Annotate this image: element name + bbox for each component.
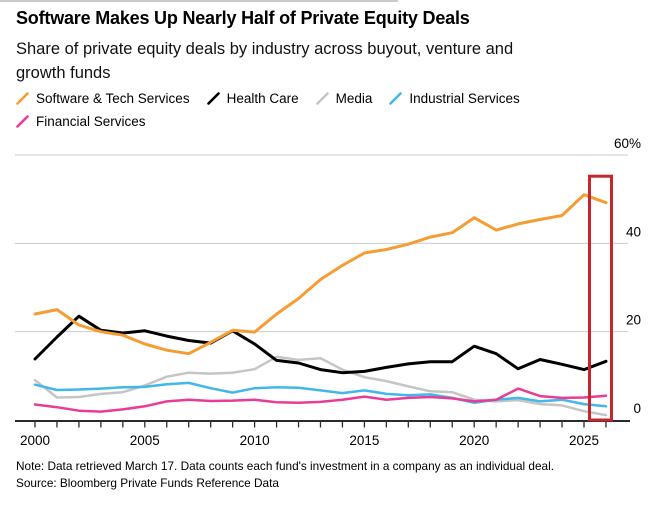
x-axis-label-2005: 2005 (130, 433, 160, 448)
series-line-software-tech-services (33, 193, 608, 356)
legend-item-label: Industrial Services (409, 91, 520, 106)
legend-item-label: Financial Services (36, 114, 146, 129)
chart-subtitle-line1: Share of private equity deals by industr… (16, 40, 514, 58)
legend-swatch-icon (16, 92, 29, 105)
legend-item-software-tech-services: Software & Tech Services (16, 89, 190, 108)
x-axis-label-2025: 2025 (569, 433, 599, 448)
x-axis-label-2015: 2015 (349, 433, 379, 448)
legend-item-label: Software & Tech Services (36, 91, 190, 106)
chart-note: Note: Data retrieved March 17. Data coun… (16, 459, 554, 473)
legend-item-industrial-services: Industrial Services (389, 89, 520, 108)
legend-item-media: Media (315, 89, 373, 108)
y-axis-label-40: 40 (626, 224, 641, 239)
legend-swatch-icon (16, 115, 29, 128)
legend-item-label: Health Care (226, 91, 299, 106)
x-axis-label-2010: 2010 (240, 433, 270, 448)
series-line-industrial-services (33, 381, 608, 408)
series-line-media (33, 355, 608, 417)
chart-subtitle: Share of private equity deals by industr… (16, 37, 646, 85)
legend-item-financial-services: Financial Services (16, 112, 146, 131)
y-axis-label-60: 60% (614, 136, 641, 151)
y-axis-label-0: 0 (633, 401, 641, 416)
chart-title: Software Makes Up Nearly Half of Private… (16, 8, 470, 28)
x-axis-label-2020: 2020 (459, 433, 489, 448)
highlight-box (588, 174, 613, 422)
legend-swatch-icon (315, 92, 329, 105)
chart-footer: Note: Data retrieved March 17. Data coun… (16, 458, 652, 492)
y-axis-label-20: 20 (626, 313, 641, 328)
chart-subtitle-line2: growth funds (16, 64, 111, 82)
legend-item-label: Media (335, 91, 373, 106)
top-divider (0, 0, 398, 2)
chart-source: Source: Bloomberg Private Funds Referenc… (16, 476, 279, 490)
x-axis-label-2000: 2000 (20, 433, 50, 448)
series-line-health-care (33, 314, 608, 375)
legend-item-health-care: Health Care (206, 89, 299, 108)
series-line-financial-services (33, 387, 608, 413)
legend: Software & Tech Services Health Care Media… (16, 89, 644, 131)
legend-swatch-icon (206, 92, 220, 105)
legend-swatch-icon (389, 92, 403, 105)
